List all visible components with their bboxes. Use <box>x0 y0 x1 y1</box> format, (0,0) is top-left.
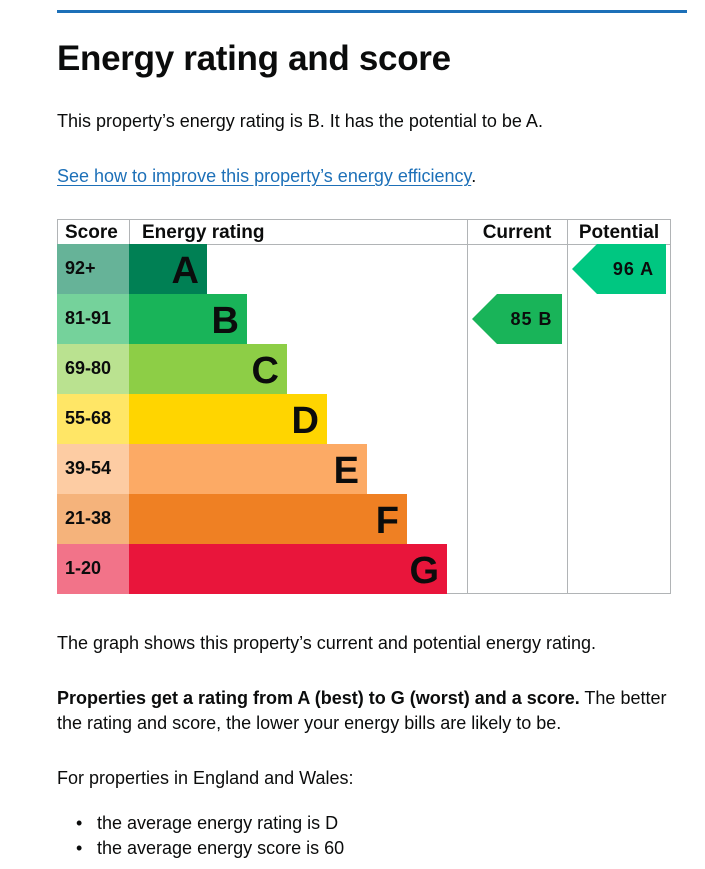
score-cell-a <box>57 244 129 294</box>
current-rating-marker <box>472 294 562 344</box>
page-title: Energy rating and score <box>57 39 451 78</box>
band-letter-f: F <box>376 500 399 542</box>
link-suffix: . <box>471 166 477 186</box>
potential-rating-label: 96 A <box>613 259 654 279</box>
score-range-c: 69-80 <box>65 358 111 378</box>
improve-paragraph: See how to improve this property’s energ… <box>57 164 476 189</box>
score-cell-f <box>57 494 129 544</box>
header-current: Current <box>483 222 552 243</box>
score-range-a: 92+ <box>65 258 96 278</box>
score-cell-e <box>57 444 129 494</box>
energy-rating-chart: Score Energy rating Current Potential 92+ A 81… <box>57 219 671 594</box>
current-rating-label: 85 B <box>510 309 552 329</box>
band-letter-c: C <box>252 350 279 392</box>
rating-explainer-line-2: the rating and score, the lower your ene… <box>57 713 562 733</box>
band-bar-d <box>129 394 327 444</box>
average-score-item: the average energy score is 60 <box>57 836 344 861</box>
potential-rating-marker <box>572 244 666 294</box>
regional-intro: For properties in England and Wales: <box>57 768 354 788</box>
score-cell-g <box>57 544 129 594</box>
band-letter-e: E <box>334 450 359 492</box>
top-rule <box>57 10 687 13</box>
average-rating-item: the average energy rating is D <box>57 811 344 836</box>
averages-list: the average energy rating is D the avera… <box>57 811 344 861</box>
graph-caption: The graph shows this property’s current … <box>57 633 596 653</box>
score-range-d: 55-68 <box>65 408 111 428</box>
score-range-f: 21-38 <box>65 508 111 528</box>
band-letter-d: D <box>292 400 319 442</box>
band-letter-b: B <box>212 300 239 342</box>
score-cell-b <box>57 294 129 344</box>
band-bar-f <box>129 494 407 544</box>
band-letter-g: G <box>409 550 439 592</box>
band-bar-c <box>129 344 287 394</box>
header-potential: Potential <box>579 222 659 243</box>
rating-explainer-rest: The better <box>579 688 667 708</box>
header-energy-rating: Energy rating <box>142 222 264 243</box>
band-bar-g <box>129 544 447 594</box>
score-range-e: 39-54 <box>65 458 111 478</box>
improve-efficiency-link[interactable]: See how to improve this property’s energ… <box>57 166 472 186</box>
rating-explainer-bold: Properties get a rating from A (best) to… <box>57 688 580 708</box>
header-score: Score <box>65 222 118 243</box>
score-cell-d <box>57 394 129 444</box>
score-range-g: 1-20 <box>65 558 101 578</box>
band-bar-a <box>129 244 207 294</box>
score-range-b: 81-91 <box>65 308 111 328</box>
score-cell-c <box>57 344 129 394</box>
intro-text: This property’s energy rating is B. It h… <box>57 111 543 131</box>
rating-explainer-line-1: Properties get a rating from A (best) to… <box>57 686 666 711</box>
band-bar-b <box>129 294 247 344</box>
band-letter-a: A <box>172 250 199 292</box>
band-bar-e <box>129 444 367 494</box>
